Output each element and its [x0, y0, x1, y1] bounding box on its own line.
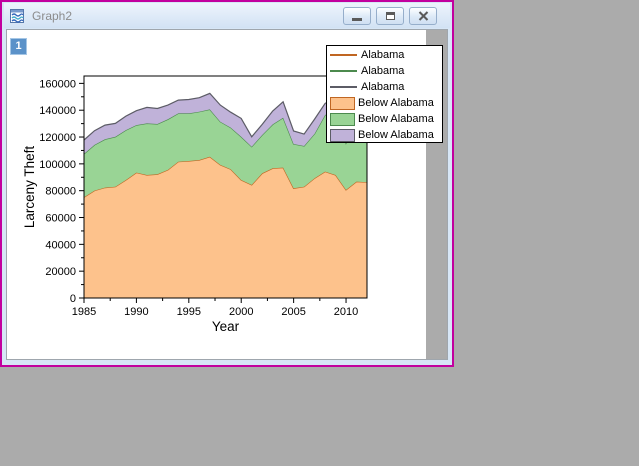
legend-label: Alabama — [361, 49, 404, 61]
y-axis-title[interactable]: Larceny Theft — [22, 146, 37, 229]
y-tick-label: 100000 — [39, 159, 76, 171]
graph-page: 0 20000 40000 60000 80000 100000 120000 140000 1… — [6, 29, 448, 360]
y-tick-label: 160000 — [39, 78, 76, 90]
legend-entry-3: Alabama — [328, 79, 442, 95]
y-tick-label: 20000 — [45, 266, 76, 278]
legend-entry-6: Below Alabama — [328, 127, 442, 143]
legend-box-swatch — [330, 97, 355, 110]
legend-label: Below Alabama — [358, 97, 434, 109]
legend[interactable]: Alabama Alabama Alabama Below Alabama Below … — [326, 45, 443, 143]
x-tick-label: 1985 — [72, 306, 96, 318]
restore-icon — [386, 12, 395, 20]
restore-button[interactable] — [376, 7, 404, 25]
close-button[interactable] — [409, 7, 437, 25]
y-tick-label: 120000 — [39, 132, 76, 144]
graph-window: Graph2 0200004000060000800001000001200 — [0, 0, 454, 367]
x-tick-label: 2005 — [281, 306, 305, 318]
window-controls — [343, 7, 437, 25]
x-axis-title[interactable]: Year — [212, 319, 240, 334]
minimize-icon — [352, 18, 362, 21]
x-tick-label: 2000 — [229, 306, 253, 318]
legend-entry-4: Below Alabama — [328, 95, 442, 111]
legend-entry-1: Alabama — [328, 47, 442, 63]
legend-entry-5: Below Alabama — [328, 111, 442, 127]
y-tick-label: 0 — [70, 293, 76, 305]
legend-line-swatch — [330, 70, 357, 72]
x-tick-label: 2010 — [334, 306, 358, 318]
y-tick-label: 140000 — [39, 105, 76, 117]
layer-1-badge[interactable]: 1 — [10, 38, 27, 55]
y-tick-label: 40000 — [45, 239, 76, 251]
legend-line-swatch — [330, 86, 357, 88]
y-tick-label: 60000 — [45, 213, 76, 225]
legend-box-swatch — [330, 129, 355, 142]
legend-label: Below Alabama — [358, 129, 434, 141]
minimize-button[interactable] — [343, 7, 371, 25]
y-tick-label: 80000 — [45, 186, 76, 198]
x-tick-label: 1995 — [177, 306, 201, 318]
legend-line-swatch — [330, 54, 357, 56]
legend-label: Alabama — [361, 65, 404, 77]
legend-label: Alabama — [361, 81, 404, 93]
window-title: Graph2 — [32, 9, 343, 23]
desktop-background: Graph2 0200004000060000800001000001200 — [0, 0, 639, 466]
legend-label: Below Alabama — [358, 113, 434, 125]
legend-box-swatch — [330, 113, 355, 126]
legend-entry-2: Alabama — [328, 63, 442, 79]
close-icon — [418, 11, 429, 21]
window-titlebar[interactable]: Graph2 — [4, 3, 450, 28]
graph-document-icon — [9, 8, 25, 24]
x-tick-label: 1990 — [124, 306, 148, 318]
